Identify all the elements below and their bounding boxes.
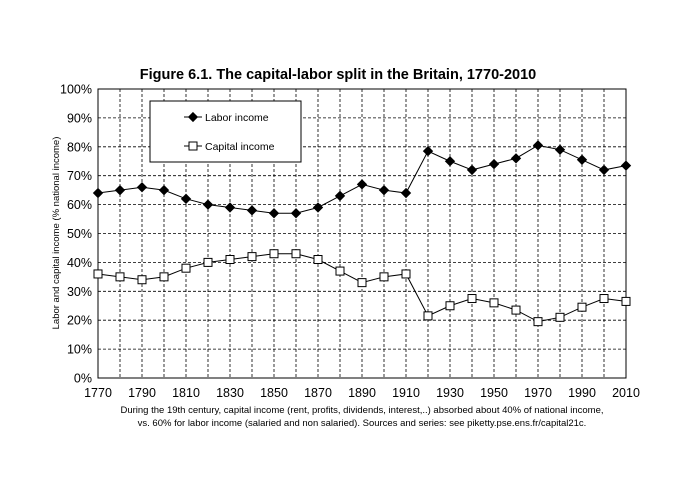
x-tick-label: 1890: [348, 386, 376, 400]
data-point-capital: [181, 263, 191, 273]
data-point-capital: [269, 249, 279, 259]
y-tick-label: 50%: [67, 227, 92, 241]
y-tick-label: 100%: [60, 83, 92, 97]
y-tick-label: 10%: [67, 343, 92, 357]
data-point-labor: [378, 184, 390, 196]
y-tick-label: 80%: [67, 140, 92, 154]
x-tick-label: 1770: [84, 386, 112, 400]
data-point-capital: [291, 249, 301, 259]
data-point-capital: [489, 298, 499, 308]
data-point-labor: [136, 182, 148, 193]
data-point-capital: [357, 278, 367, 288]
data-point-capital: [93, 269, 103, 279]
y-axis-label: Labor and capital income (% national inc…: [51, 137, 62, 330]
series-layer: [92, 140, 632, 327]
plot-area-frame: [97, 88, 627, 379]
data-point-labor: [114, 184, 126, 196]
data-point-labor: [158, 184, 170, 196]
caption-line-1: During the 19th century, capital income …: [120, 405, 603, 416]
x-axis-ticks: 1770 1790 1810 1830 1850 1870 1890 1910 1930 1950…: [84, 386, 640, 400]
data-point-capital: [401, 269, 411, 279]
x-tick-label: 1970: [524, 386, 552, 400]
data-point-labor: [312, 202, 324, 213]
y-tick-label: 70%: [67, 169, 92, 183]
legend-marker-labor-icon: [187, 111, 199, 123]
data-point-capital: [247, 252, 257, 262]
data-point-labor: [224, 202, 236, 213]
data-point-labor: [92, 187, 104, 199]
data-point-labor: [510, 153, 522, 164]
data-point-capital: [225, 255, 235, 265]
data-point-labor: [246, 205, 258, 216]
legend-marker-capital-icon: [188, 141, 198, 151]
x-tick-label: 1850: [260, 386, 288, 400]
data-point-capital: [313, 255, 323, 265]
data-point-capital: [511, 305, 521, 315]
data-point-labor: [488, 158, 500, 170]
y-tick-label: 0%: [74, 372, 92, 386]
data-point-capital: [577, 302, 587, 312]
data-point-labor: [576, 154, 588, 165]
data-point-labor: [466, 164, 478, 176]
data-point-labor: [444, 156, 456, 167]
y-axis-ticks: 0% 10% 20% 30% 40% 50% 60% 70% 80% 90% 100%: [60, 83, 92, 386]
data-point-labor: [620, 160, 632, 171]
data-point-labor: [598, 164, 610, 176]
data-point-capital: [379, 272, 389, 282]
data-point-capital: [599, 294, 609, 304]
data-point-labor: [532, 140, 544, 151]
x-tick-label: 1910: [392, 386, 420, 400]
y-tick-label: 90%: [67, 111, 92, 125]
legend-label-labor: Labor income: [205, 112, 269, 124]
data-point-labor: [290, 208, 302, 219]
data-point-capital: [137, 275, 147, 285]
data-point-capital: [159, 272, 169, 282]
data-point-capital: [115, 272, 125, 282]
x-tick-label: 1870: [304, 386, 332, 400]
x-tick-label: 2010: [612, 386, 640, 400]
y-tick-label: 40%: [67, 256, 92, 270]
x-tick-label: 1950: [480, 386, 508, 400]
data-point-capital: [533, 317, 543, 327]
data-point-labor: [422, 145, 434, 157]
legend-box: [149, 100, 302, 163]
x-tick-label: 1790: [128, 386, 156, 400]
data-point-labor: [180, 193, 192, 204]
data-point-labor: [400, 187, 412, 199]
y-tick-label: 20%: [67, 314, 92, 328]
data-point-capital: [467, 294, 477, 304]
data-point-capital: [423, 311, 433, 321]
data-point-labor: [268, 208, 280, 219]
data-point-capital: [203, 257, 213, 267]
y-tick-label: 30%: [67, 285, 92, 299]
data-point-capital: [555, 312, 565, 322]
data-point-labor: [554, 144, 566, 155]
data-point-capital: [335, 266, 345, 276]
legend-label-capital: Capital income: [205, 141, 275, 153]
x-tick-label: 1930: [436, 386, 464, 400]
x-tick-label: 1830: [216, 386, 244, 400]
caption-line-2: vs. 60% for labor income (salaried and n…: [138, 418, 587, 429]
data-point-labor: [202, 199, 214, 210]
chart-title: Figure 6.1. The capital-labor split in t…: [140, 67, 536, 83]
y-tick-label: 60%: [67, 198, 92, 212]
data-point-labor: [356, 179, 368, 190]
data-point-capital: [621, 296, 631, 306]
data-point-labor: [334, 190, 346, 202]
x-tick-label: 1810: [172, 386, 200, 400]
legend: Labor income Capital income: [149, 100, 302, 163]
x-tick-label: 1990: [568, 386, 596, 400]
data-point-capital: [445, 301, 455, 311]
